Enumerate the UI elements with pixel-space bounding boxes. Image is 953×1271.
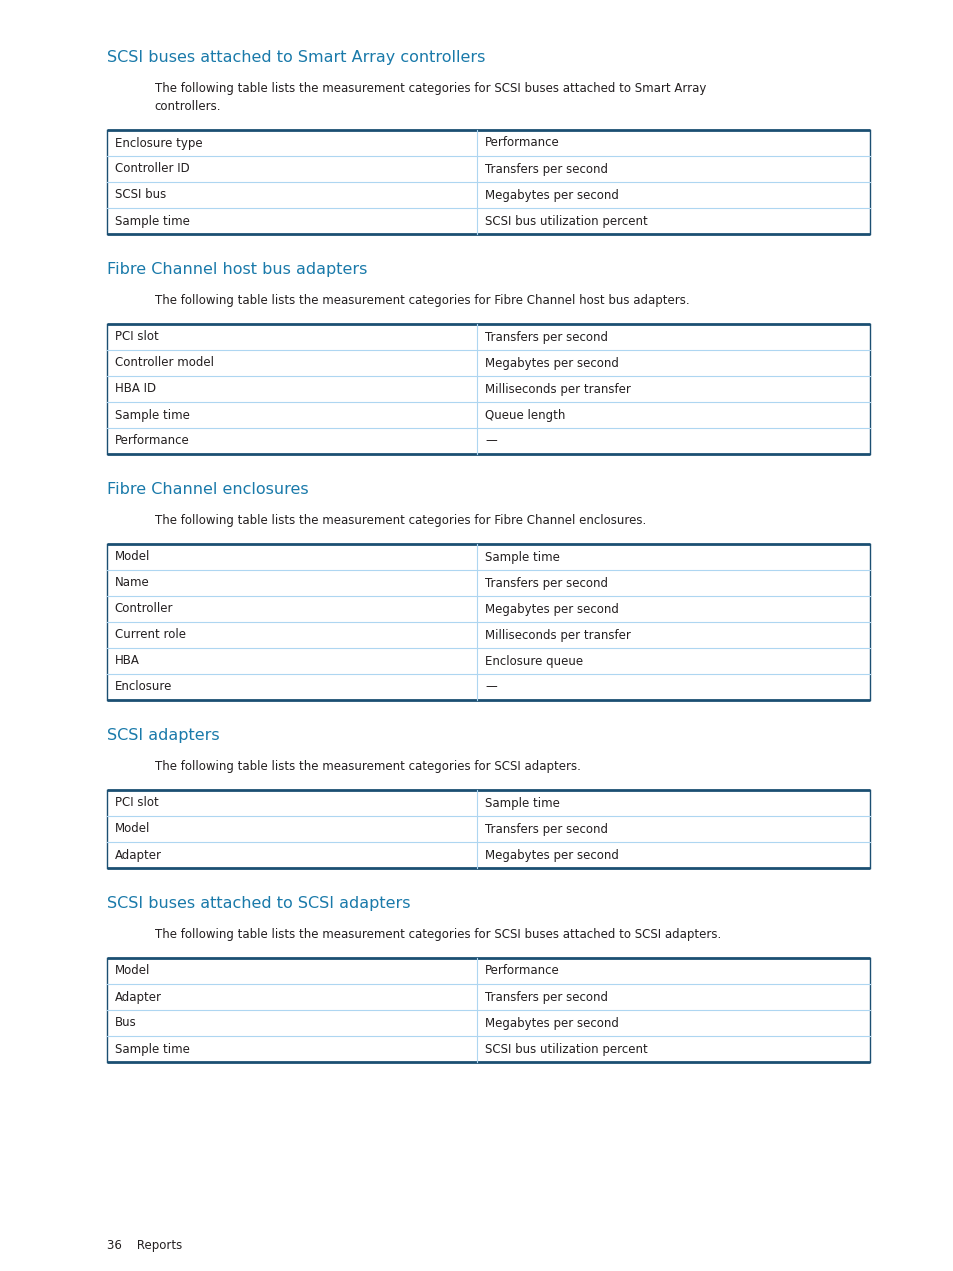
Text: Model: Model — [114, 822, 150, 835]
Text: Enclosure queue: Enclosure queue — [484, 655, 582, 667]
Text: Transfers per second: Transfers per second — [484, 990, 607, 1004]
Text: Transfers per second: Transfers per second — [484, 822, 607, 835]
Text: The following table lists the measurement categories for SCSI buses attached to : The following table lists the measuremen… — [154, 928, 720, 941]
Text: SCSI bus utilization percent: SCSI bus utilization percent — [484, 215, 647, 228]
Text: SCSI buses attached to Smart Array controllers: SCSI buses attached to Smart Array contr… — [107, 50, 485, 65]
Text: PCI slot: PCI slot — [114, 797, 158, 810]
Text: HBA: HBA — [114, 655, 139, 667]
Text: —: — — [484, 435, 497, 447]
Text: Model: Model — [114, 965, 150, 977]
Text: Milliseconds per transfer: Milliseconds per transfer — [484, 383, 630, 395]
Text: Bus: Bus — [114, 1017, 136, 1030]
Text: Adapter: Adapter — [114, 990, 162, 1004]
Text: Model: Model — [114, 550, 150, 563]
Text: SCSI adapters: SCSI adapters — [107, 728, 219, 744]
Text: Milliseconds per transfer: Milliseconds per transfer — [484, 628, 630, 642]
Text: SCSI bus: SCSI bus — [114, 188, 166, 202]
Text: Sample time: Sample time — [114, 1042, 190, 1055]
Text: Enclosure: Enclosure — [114, 680, 172, 694]
Text: Controller ID: Controller ID — [114, 163, 190, 175]
Text: Megabytes per second: Megabytes per second — [484, 1017, 618, 1030]
Text: Transfers per second: Transfers per second — [484, 163, 607, 175]
Text: The following table lists the measurement categories for Fibre Channel host bus : The following table lists the measuremen… — [154, 294, 688, 308]
Text: Megabytes per second: Megabytes per second — [484, 849, 618, 862]
Text: Name: Name — [114, 577, 150, 590]
Text: The following table lists the measurement categories for Fibre Channel enclosure: The following table lists the measuremen… — [154, 513, 645, 527]
Text: Megabytes per second: Megabytes per second — [484, 188, 618, 202]
Text: Performance: Performance — [114, 435, 190, 447]
Text: Enclosure type: Enclosure type — [114, 136, 202, 150]
Text: Fibre Channel host bus adapters: Fibre Channel host bus adapters — [107, 262, 367, 277]
Text: Controller: Controller — [114, 602, 173, 615]
Text: Performance: Performance — [484, 965, 559, 977]
Text: Performance: Performance — [484, 136, 559, 150]
Text: Sample time: Sample time — [484, 797, 559, 810]
Text: SCSI buses attached to SCSI adapters: SCSI buses attached to SCSI adapters — [107, 896, 410, 911]
Text: Fibre Channel enclosures: Fibre Channel enclosures — [107, 482, 308, 497]
Text: 36    Reports: 36 Reports — [107, 1239, 182, 1252]
Text: Controller model: Controller model — [114, 356, 213, 370]
Text: Megabytes per second: Megabytes per second — [484, 356, 618, 370]
Text: HBA ID: HBA ID — [114, 383, 155, 395]
Text: Current role: Current role — [114, 628, 186, 642]
Text: PCI slot: PCI slot — [114, 330, 158, 343]
Text: Sample time: Sample time — [114, 215, 190, 228]
Text: Sample time: Sample time — [484, 550, 559, 563]
Text: SCSI bus utilization percent: SCSI bus utilization percent — [484, 1042, 647, 1055]
Text: Transfers per second: Transfers per second — [484, 577, 607, 590]
Text: The following table lists the measurement categories for SCSI buses attached to : The following table lists the measuremen… — [154, 83, 705, 95]
Text: Adapter: Adapter — [114, 849, 162, 862]
Text: Queue length: Queue length — [484, 408, 565, 422]
Text: —: — — [484, 680, 497, 694]
Text: The following table lists the measurement categories for SCSI adapters.: The following table lists the measuremen… — [154, 760, 579, 773]
Text: Sample time: Sample time — [114, 408, 190, 422]
Text: Transfers per second: Transfers per second — [484, 330, 607, 343]
Text: Megabytes per second: Megabytes per second — [484, 602, 618, 615]
Text: controllers.: controllers. — [154, 100, 221, 113]
